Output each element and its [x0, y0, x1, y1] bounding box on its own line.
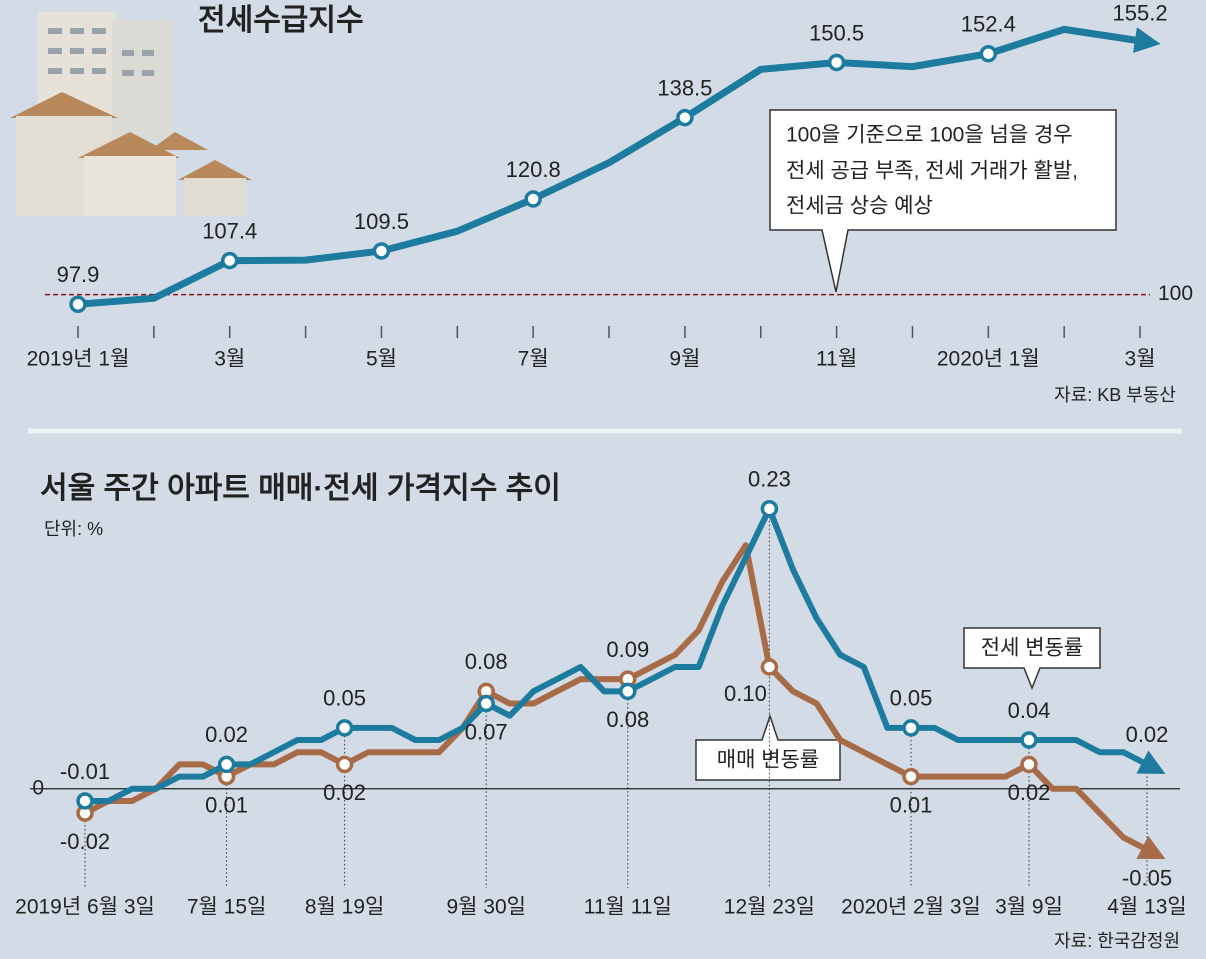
- x-tick-label: 5월: [366, 348, 397, 371]
- point-marker: [69, 295, 87, 314]
- data-label: 0.01: [205, 792, 248, 817]
- chart-title: 전세수급지수: [198, 4, 364, 37]
- point-marker: [760, 499, 779, 518]
- x-tick-label: 4월 13일: [1107, 896, 1187, 919]
- data-label: 0.08: [465, 649, 508, 674]
- subtitle: 단위: %: [44, 519, 103, 539]
- point-marker: [220, 251, 239, 270]
- data-label: 0.02: [1126, 722, 1169, 747]
- x-tick-label: 3월: [1125, 348, 1156, 371]
- data-label: 0.05: [890, 686, 933, 711]
- x-tick-label: 2019년 6월 3일: [15, 896, 155, 919]
- x-tick-label: 12월 23일: [724, 896, 815, 919]
- data-label: 0.01: [890, 792, 933, 817]
- legend-label: 전세 변동률: [981, 637, 1083, 660]
- point-marker: [902, 767, 920, 786]
- legend-label: 매매 변동률: [717, 749, 819, 772]
- data-label: 152.4: [961, 12, 1016, 37]
- chart-title: 서울 주간 아파트 매매·전세 가격지수 추이: [40, 472, 561, 505]
- data-label: -0.02: [60, 829, 110, 854]
- x-tick-label: 7월 15일: [187, 896, 267, 919]
- annotation-text: 전세금 상승 예상: [786, 195, 933, 218]
- data-label: -0.05: [1122, 865, 1172, 890]
- data-label: 0.23: [748, 467, 791, 492]
- legend-callout: [695, 713, 841, 781]
- point-marker: [372, 242, 391, 260]
- x-tick-label: 9월: [669, 348, 700, 371]
- annotation-text: 전세 공급 부족, 전세 거래가 활발,: [786, 160, 1078, 183]
- series-line: [83, 542, 1166, 860]
- x-tick-label: 11월 11일: [584, 896, 672, 919]
- data-label: 150.5: [809, 20, 864, 45]
- x-tick-label: 9월 30일: [446, 896, 526, 919]
- x-tick-label: 2019년 1월: [27, 348, 130, 371]
- point-marker: [676, 108, 694, 127]
- data-label: 0.02: [1008, 780, 1051, 805]
- data-label: 109.5: [354, 209, 409, 234]
- point-marker: [760, 658, 779, 676]
- data-label: 0.09: [606, 637, 649, 662]
- series-line: [85, 505, 1166, 804]
- point-marker: [335, 719, 354, 737]
- point-marker: [619, 682, 637, 701]
- point-marker: [524, 190, 542, 208]
- data-label: 155.2: [1113, 1, 1168, 26]
- x-tick-label: 8월 19일: [305, 896, 385, 919]
- x-tick-label: 11월: [816, 348, 857, 371]
- source: 자료: KB 부동산: [1054, 385, 1176, 405]
- point-marker: [1020, 755, 1038, 774]
- point-marker: [979, 44, 998, 63]
- x-tick-label: 3월: [214, 348, 245, 371]
- data-label: 0.02: [323, 780, 366, 805]
- point-marker: [827, 53, 846, 72]
- data-label: 0.08: [606, 707, 649, 732]
- x-tick-label: 3월 9일: [995, 896, 1063, 919]
- y-tick-label: 0: [32, 776, 44, 799]
- data-label: 0.02: [205, 722, 248, 747]
- reference-label: 100: [1158, 282, 1193, 305]
- source: 자료: 한국감정원: [1054, 931, 1180, 951]
- annotation-box: [769, 109, 1117, 293]
- data-label: -0.01: [60, 759, 110, 784]
- point-marker: [902, 719, 920, 737]
- data-label: 0.07: [465, 719, 508, 744]
- point-marker: [335, 755, 354, 774]
- data-label: 0.05: [323, 686, 366, 711]
- legend-callout: [963, 627, 1101, 691]
- data-label: 120.8: [506, 157, 561, 182]
- point-marker: [217, 755, 236, 774]
- series-line: [77, 25, 1161, 308]
- x-tick-label: 2020년 2월 3일: [841, 896, 981, 919]
- data-label: 107.4: [202, 218, 257, 243]
- x-tick-label: 7월: [518, 348, 549, 371]
- data-label: 138.5: [657, 75, 712, 100]
- data-label: 0.10: [724, 681, 767, 706]
- data-label: 97.9: [57, 262, 100, 287]
- annotation-text: 100을 기준으로 100을 넘을 경우: [786, 124, 1073, 147]
- point-marker: [76, 792, 94, 810]
- apartment-illustration: [10, 12, 252, 216]
- point-marker: [1020, 731, 1038, 749]
- point-marker: [477, 694, 495, 713]
- data-label: 0.04: [1008, 698, 1051, 723]
- x-tick-label: 2020년 1월: [937, 348, 1040, 371]
